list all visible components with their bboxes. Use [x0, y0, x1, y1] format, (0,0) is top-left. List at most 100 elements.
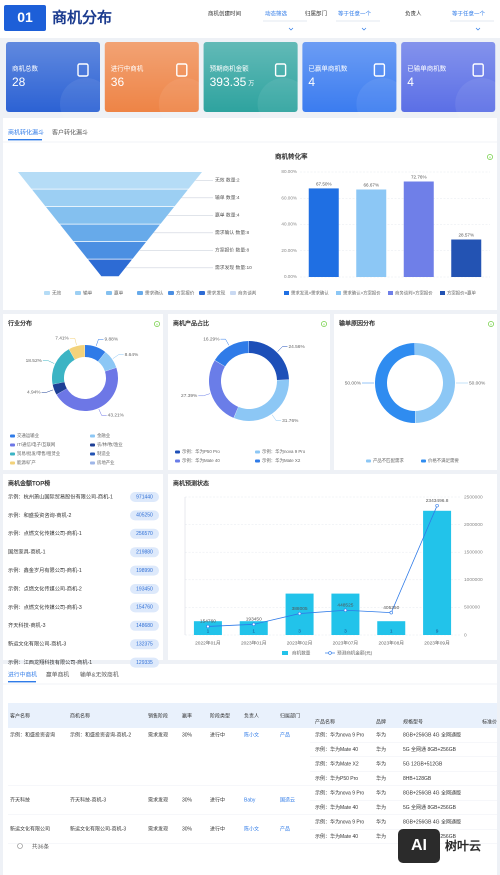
table-cell: 华为	[376, 775, 386, 782]
y-tick-label: 40.00%	[281, 222, 297, 227]
legend-label: 金融业	[97, 432, 111, 439]
bar	[356, 189, 387, 277]
table-cell: 产品	[280, 731, 290, 738]
list-pill	[130, 565, 159, 576]
table-header: 品牌	[376, 718, 386, 725]
bar-label: 72.76%	[411, 175, 427, 180]
legend-swatch	[75, 291, 81, 295]
bar-label: 67.50%	[316, 182, 332, 187]
watermark-logo	[398, 829, 440, 863]
kpi-label: 预期商机金额	[210, 64, 250, 73]
line-point	[435, 503, 439, 508]
legend-label: 预测商机金额(元)	[337, 649, 373, 656]
kpi-value: 28	[12, 75, 26, 89]
filter-value[interactable]: 等于任意一个	[338, 9, 372, 17]
pie-leader	[95, 339, 104, 346]
table-header: 规格型号	[403, 718, 423, 725]
table-cell: 华为	[376, 818, 386, 825]
bar	[308, 188, 339, 277]
table-cell: 5G 全网通 8GB+256GB	[403, 804, 457, 811]
y-tick-label: 0.00%	[284, 274, 297, 279]
list-pill	[130, 620, 159, 631]
table-cell: 需求发现	[148, 797, 168, 804]
legend-swatch	[255, 450, 260, 454]
table-cell: 8HB+128GB	[403, 776, 432, 782]
list-pill	[130, 528, 159, 539]
legend-label: 商机数量	[292, 649, 311, 656]
pie-slice	[249, 341, 289, 380]
legend-swatch	[336, 291, 341, 295]
pie-label: 8.64%	[125, 352, 139, 358]
table-cell: 进行中	[210, 731, 225, 738]
tab[interactable]: 商机转化漏斗	[8, 129, 44, 137]
table-cell: 8GB+256GB 4G 全网通版	[403, 789, 461, 796]
kpi-card-sheen	[203, 42, 298, 112]
kpi-value: 4	[407, 75, 414, 89]
line-label: 154760	[200, 619, 216, 625]
line-label: 405250	[383, 605, 399, 611]
table-cell: 华为	[376, 804, 386, 811]
table-header: 阶段类型	[210, 712, 230, 719]
y-tick-label: 20.00%	[281, 248, 297, 253]
table-cell: 示例：和盛投资咨询	[10, 731, 55, 738]
info-icon	[488, 321, 494, 327]
pie-label: 50.00%	[345, 380, 362, 386]
table-cell: 国造云	[280, 797, 295, 804]
funnel-label: 输单 数量:4	[215, 194, 240, 201]
table-cell: 30%	[182, 827, 193, 833]
pie-slice	[69, 345, 85, 360]
bar-label: 9	[436, 628, 439, 634]
table-cell: 华为	[376, 746, 386, 753]
tab[interactable]: 输单&无效商机	[80, 671, 119, 679]
pie-slice	[214, 341, 249, 367]
kpi-icon	[77, 63, 89, 77]
list-value: 148680	[136, 623, 153, 629]
kpi-label: 已赢单商机数	[308, 64, 348, 73]
pie-slice	[233, 379, 290, 421]
pie-slice	[375, 343, 415, 423]
list-value: 198990	[136, 568, 153, 574]
bar-label: 1	[207, 628, 210, 634]
list-name: 示例：点燃文化传媒公司-商机-2	[8, 584, 82, 592]
table-cell: 示例：华为Mate 40	[315, 833, 358, 840]
line-label: 448525	[337, 603, 353, 609]
table-cell: 陈小文	[244, 731, 259, 738]
tab[interactable]: 客户转化漏斗	[52, 129, 88, 137]
bar	[377, 621, 406, 635]
legend-swatch	[137, 291, 143, 295]
legend-label: 无效	[52, 289, 62, 296]
table-header: 归属部门	[280, 712, 300, 719]
filter-value[interactable]: 动态筛选	[265, 9, 288, 17]
legend-swatch	[255, 459, 260, 463]
chart-title: 输单原因分布	[339, 320, 375, 328]
table-cell: 30%	[182, 798, 193, 804]
legend-swatch	[10, 452, 15, 456]
chart-title: 商机转化率	[275, 152, 308, 161]
list-value: 154760	[136, 605, 153, 611]
table-cell: 示例：和盛投资咨询-商机-2	[70, 731, 131, 738]
pie-label: 31.76%	[282, 418, 299, 424]
table-cell: 示例：华为nova 9 Pro	[315, 731, 364, 738]
table-cell: 新运文化有限公司-商机-3	[70, 826, 126, 833]
chart-title: 行业分布	[7, 320, 32, 328]
bar	[403, 181, 434, 277]
legend-swatch	[44, 291, 50, 295]
bar-label: 1	[252, 628, 255, 634]
legend-label: 方案报价>赢单	[447, 289, 477, 296]
table-cell: 8GB+256GB 4G 全网通版	[403, 731, 461, 738]
line-label: 388005	[292, 606, 308, 612]
table-header: 商机名称	[70, 712, 90, 719]
list-pill	[130, 602, 159, 613]
tab[interactable]: 进行中商机	[8, 671, 37, 679]
info-icon	[321, 321, 327, 327]
legend-label: 赢单	[114, 289, 124, 296]
legend-swatch	[106, 291, 112, 295]
pie-leader	[112, 354, 124, 359]
tab[interactable]: 赢单商机	[46, 671, 69, 679]
footer-icon	[17, 843, 23, 849]
list-value: 132375	[136, 642, 153, 648]
filter-value[interactable]: 等于任意一个	[452, 9, 486, 17]
list-name: 示例：点燃文化传媒公司-商机-1	[8, 529, 82, 537]
watermark-logo-text: AI	[411, 837, 427, 854]
